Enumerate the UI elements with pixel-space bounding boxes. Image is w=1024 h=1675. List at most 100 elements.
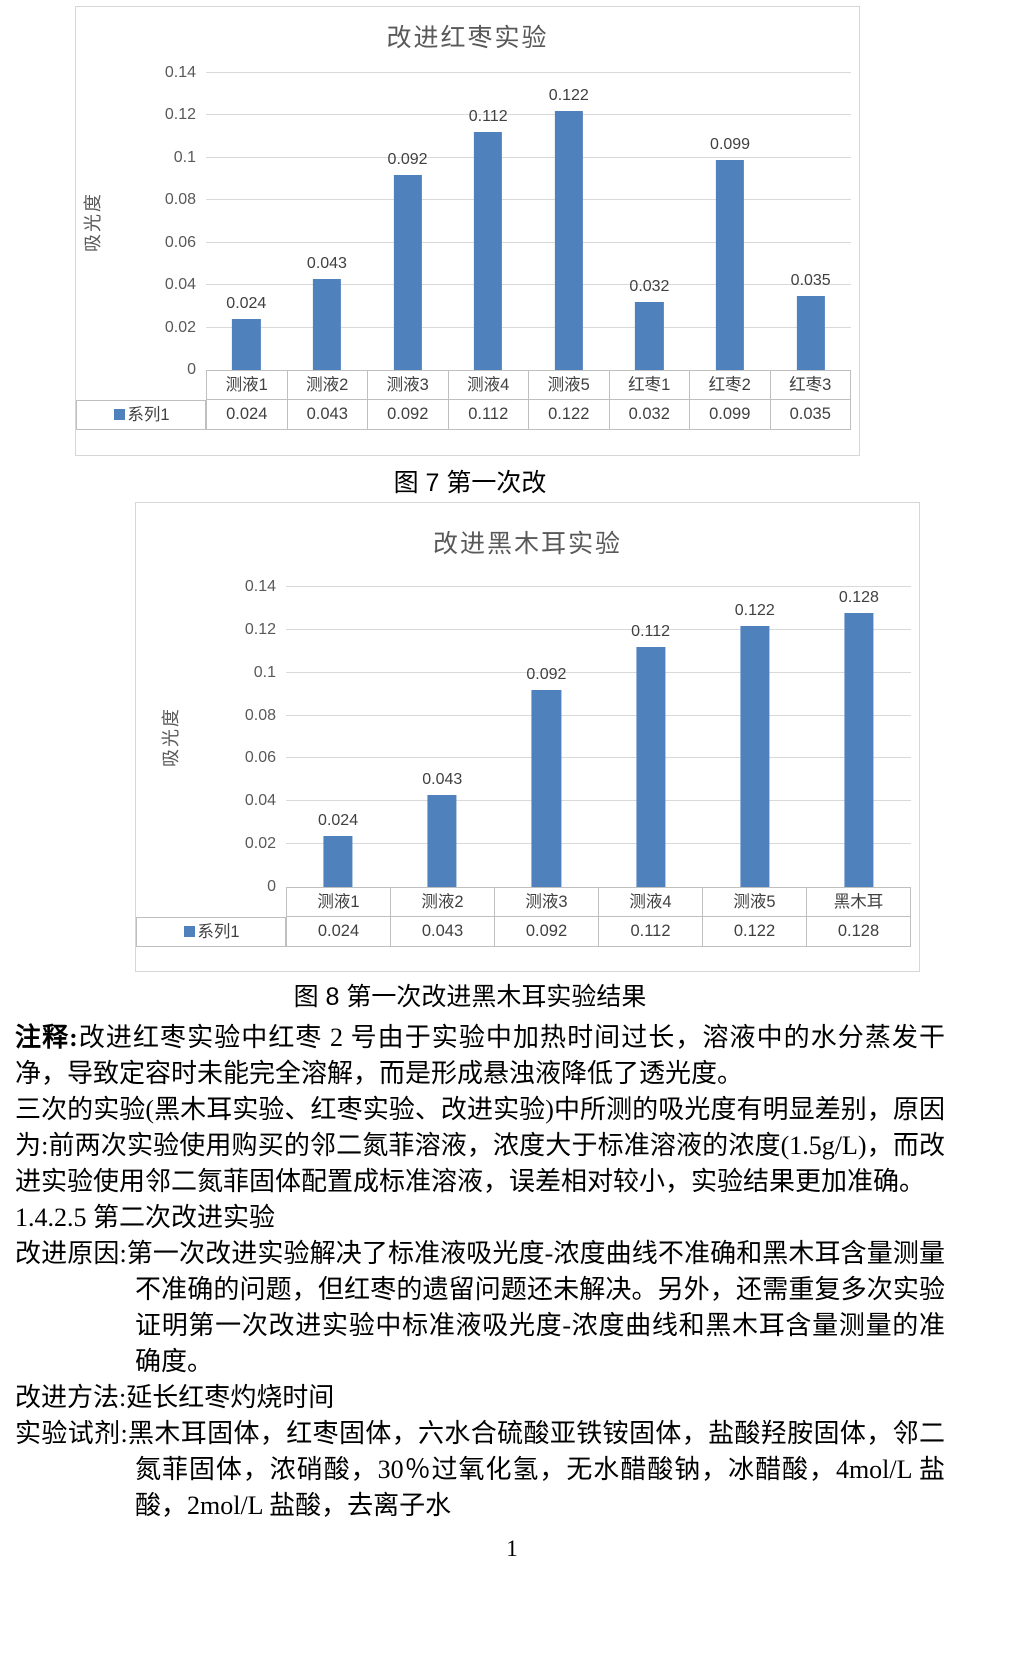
- y-tick-label: 0.1: [173, 148, 196, 166]
- improvement-method-label: 改进方法:: [15, 1383, 127, 1412]
- y-axis-title: 吸光度: [161, 707, 181, 767]
- value-cell: 0.092: [495, 917, 599, 947]
- gridline: [286, 586, 911, 587]
- category-cell: 测液1: [286, 887, 391, 917]
- bar-column: 0.035: [770, 73, 851, 370]
- bar-data-label: 0.122: [734, 601, 775, 619]
- y-axis-gutter: 吸光度 0 0.02 0.04 0.06 0.08 0.1 0.12 0.14: [136, 578, 286, 895]
- category-cell: 测液4: [448, 370, 529, 400]
- y-axis-gutter: 吸光度 0 0.02 0.04 0.06 0.08 0.1 0.12 0.14: [76, 64, 206, 378]
- series-color-swatch: [114, 409, 126, 420]
- bar: [312, 278, 342, 370]
- value-cell: 0.112: [599, 917, 703, 947]
- gridline: [206, 114, 851, 116]
- bar: [844, 612, 874, 887]
- bar: [393, 174, 422, 370]
- improvement-method-paragraph: 改进方法:延长红枣灼烧时间: [15, 1380, 945, 1416]
- improvement-reason-paragraph: 改进原因:第一次改进实验解决了标准液吸光度-浓度曲线不准确和黑木耳含量测量不准确…: [15, 1236, 945, 1380]
- value-cell: 0.112: [448, 400, 529, 430]
- discussion-text: 三次的实验(黑木耳实验、红枣实验、改进实验)中所测的吸光度有明显差别，原因为:前…: [15, 1095, 945, 1196]
- improvement-reason-text: 第一次改进实验解决了标准液吸光度-浓度曲线不准确和黑木耳含量测量不准确的问题，但…: [126, 1239, 945, 1376]
- improvement-reason-label: 改进原因:: [15, 1239, 127, 1268]
- bar-column: 0.032: [609, 73, 690, 370]
- body-text: 注释:改进红枣实验中红枣 2 号由于实验中加热时间过长，溶液中的水分蒸发干净，导…: [15, 1020, 945, 1524]
- bar: [740, 625, 770, 887]
- bar-data-label: 0.122: [548, 87, 589, 105]
- bar-column: 0.112: [448, 73, 529, 370]
- section-heading: 1.4.2.5 第二次改进实验: [15, 1200, 945, 1236]
- gridline: [286, 628, 911, 630]
- bar: [232, 319, 261, 370]
- category-cells: 测液1 测液2 测液3 测液4 测液5 黑木耳: [286, 887, 911, 917]
- bar: [554, 111, 583, 370]
- series-name: 系列1: [197, 923, 240, 941]
- bar-data-label: 0.024: [318, 811, 359, 829]
- chart-black-fungus-experiment: 改进黑木耳实验 吸光度 0 0.02 0.04 0.06 0.08 0.1 0.12 0.14…: [135, 502, 920, 972]
- bar-data-label: 0.128: [838, 588, 879, 606]
- bar-column: 0.043: [287, 73, 368, 370]
- bar-data-label: 0.024: [226, 295, 267, 313]
- value-cell: 0.122: [703, 917, 807, 947]
- discussion-paragraph: 三次的实验(黑木耳实验、红枣实验、改进实验)中所测的吸光度有明显差别，原因为:前…: [15, 1092, 945, 1200]
- y-tick-label: 0.04: [164, 276, 196, 294]
- series-legend: 系列1: [136, 917, 286, 947]
- bar: [636, 647, 666, 887]
- category-cells: 测液1 测液2 测液3 测液4 测液5 红枣1 红枣2 红枣3: [206, 370, 851, 400]
- gridline: [206, 284, 851, 286]
- bar-data-label: 0.032: [629, 278, 670, 296]
- y-tick-label: 0.14: [164, 64, 196, 81]
- category-cell: 测液5: [703, 887, 807, 917]
- figure7-caption: 图 7 第一次改: [393, 469, 547, 497]
- gridline: [206, 199, 851, 201]
- value-cell: 0.043: [287, 400, 368, 430]
- value-cell: 0.024: [286, 917, 391, 947]
- reagents-label: 实验试剂:: [15, 1419, 128, 1448]
- y-tick-label: 0.06: [244, 749, 276, 767]
- gridline: [286, 800, 911, 802]
- bar-column: 0.128: [807, 587, 911, 887]
- gridline: [286, 714, 911, 716]
- series-name: 系列1: [127, 406, 170, 424]
- bar: [715, 159, 745, 370]
- chart-title: 改进红枣实验: [386, 24, 549, 52]
- plot-area: 0.024 0.043 0.092 0.112 0.122 0.032 0.099 0.035: [206, 72, 851, 370]
- bar-data-label: 0.043: [422, 770, 463, 788]
- category-cell: 测液2: [391, 887, 495, 917]
- chart-plot-region: 吸光度 0 0.02 0.04 0.06 0.08 0.1 0.12 0.14 0.024 0.…: [136, 578, 919, 895]
- category-cell: 红枣1: [609, 370, 690, 400]
- chart-data-table: 测液1 测液2 测液3 测液4 测液5 黑木耳 系列1 0.024 0.043 0.092 0.…: [136, 887, 919, 947]
- section-heading-text: 1.4.2.5 第二次改进实验: [15, 1203, 276, 1232]
- value-cell: 0.024: [206, 400, 288, 430]
- bar: [323, 835, 353, 887]
- y-tick-label: 0.08: [244, 706, 276, 724]
- gridline: [286, 671, 911, 673]
- series-color-swatch: [184, 926, 196, 937]
- y-axis: 0 0.02 0.04 0.06 0.08 0.1 0.12 0.14: [136, 64, 206, 378]
- bar: [796, 295, 825, 370]
- figure8-caption: 图 8 第一次改进黑木耳实验结果: [293, 983, 647, 1011]
- category-cell: 红枣3: [770, 370, 851, 400]
- chart-red-date-experiment: 改进红枣实验 吸光度 0 0.02 0.04 0.06 0.08 0.1 0.12 0.14 …: [75, 6, 860, 456]
- y-tick-label: 0.14: [244, 578, 276, 595]
- improvement-method-text: 延长红枣灼烧时间: [126, 1383, 335, 1412]
- chart-plot-region: 吸光度 0 0.02 0.04 0.06 0.08 0.1 0.12 0.14 0.024 0.…: [76, 64, 859, 378]
- category-cell: 测液5: [529, 370, 610, 400]
- gridline: [206, 326, 851, 328]
- legend-spacer: [136, 887, 286, 917]
- bar-column: 0.099: [690, 73, 771, 370]
- category-cell: 测液1: [206, 370, 288, 400]
- bar-data-label: 0.092: [526, 665, 567, 683]
- bar-data-label: 0.035: [790, 271, 831, 289]
- note-label: 注释:: [15, 1023, 78, 1052]
- value-cell: 0.099: [690, 400, 771, 430]
- value-cell: 0.122: [529, 400, 610, 430]
- value-row: 系列1 0.024 0.043 0.092 0.112 0.122 0.032 0.099 0…: [76, 400, 859, 430]
- bar-column: 0.092: [367, 73, 448, 370]
- bar-data-label: 0.112: [468, 108, 508, 126]
- bar: [531, 689, 561, 887]
- y-axis: 0 0.02 0.04 0.06 0.08 0.1 0.12 0.14: [216, 578, 286, 895]
- series-legend: 系列1: [76, 400, 206, 430]
- bar-column: 0.122: [703, 587, 807, 887]
- bar-data-label: 0.112: [631, 623, 671, 640]
